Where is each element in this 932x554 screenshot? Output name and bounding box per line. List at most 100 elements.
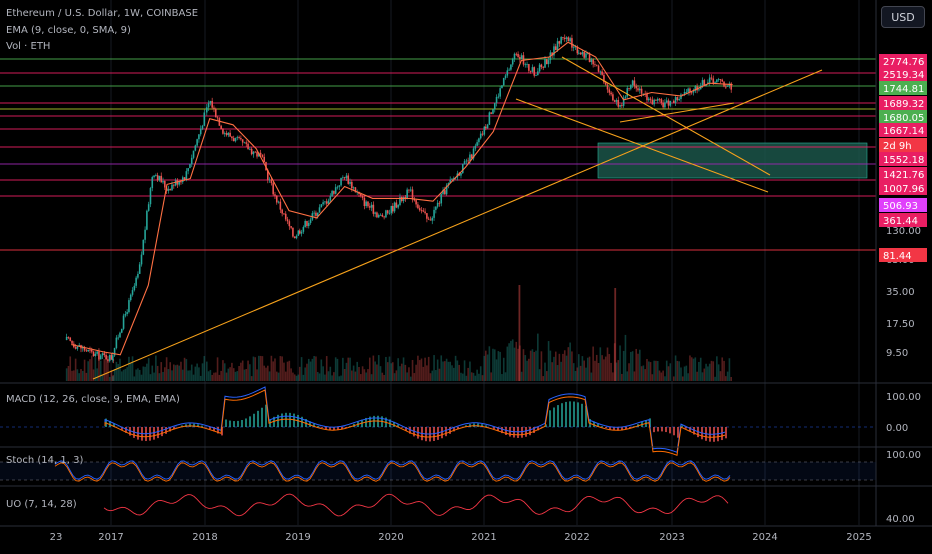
volume-bar bbox=[116, 362, 118, 381]
candle-body bbox=[437, 203, 439, 207]
volume-bar bbox=[569, 343, 571, 381]
volume-bar bbox=[313, 356, 315, 381]
candle-body bbox=[68, 337, 70, 338]
candle-body bbox=[494, 103, 496, 109]
volume-bar bbox=[426, 365, 428, 381]
volume-bar bbox=[306, 364, 308, 381]
volume-bar bbox=[365, 373, 367, 381]
volume-bar bbox=[403, 357, 405, 381]
macd-histogram-bar bbox=[157, 427, 159, 438]
candle-body bbox=[466, 161, 468, 162]
volume-bar bbox=[265, 368, 267, 381]
candle-body bbox=[313, 213, 315, 214]
candle-body bbox=[657, 99, 659, 101]
volume-bar bbox=[662, 371, 664, 381]
volume-bar bbox=[460, 373, 462, 381]
volume-bar bbox=[396, 370, 398, 381]
macd-histogram-bar bbox=[241, 420, 243, 427]
macd-histogram-bar bbox=[281, 413, 283, 427]
candle-body bbox=[702, 80, 704, 85]
volume-bar bbox=[478, 374, 480, 381]
candle-body bbox=[280, 202, 282, 210]
candle-body bbox=[521, 55, 523, 59]
volume-bar bbox=[635, 349, 637, 381]
candle-body bbox=[380, 215, 382, 216]
candle-body bbox=[242, 139, 244, 142]
volume-bar bbox=[274, 358, 276, 381]
candle-body bbox=[349, 182, 351, 184]
candle-body bbox=[186, 171, 188, 180]
candle-body bbox=[711, 78, 713, 79]
candle-body bbox=[467, 161, 469, 162]
macd-histogram-bar bbox=[449, 427, 451, 434]
candle-body bbox=[315, 213, 317, 216]
candle-body bbox=[228, 133, 230, 135]
candle-body bbox=[98, 352, 100, 360]
candle-body bbox=[612, 94, 614, 100]
candle-body bbox=[661, 99, 663, 102]
candle-body bbox=[414, 200, 416, 201]
volume-bar bbox=[503, 358, 505, 381]
volume-bar bbox=[591, 373, 593, 381]
volume-bar bbox=[510, 341, 512, 381]
candle-body bbox=[217, 117, 219, 118]
volume-bar bbox=[193, 375, 195, 381]
candle-body bbox=[424, 212, 426, 214]
macd-histogram-bar bbox=[657, 427, 659, 431]
candle-body bbox=[296, 236, 298, 238]
volume-bar bbox=[480, 366, 482, 381]
volume-bar bbox=[299, 367, 301, 381]
volume-bar bbox=[187, 371, 189, 381]
volume-bar bbox=[178, 366, 180, 381]
volume-bar bbox=[664, 376, 666, 381]
macd-histogram-bar bbox=[517, 427, 519, 438]
macd-histogram-bar bbox=[237, 421, 239, 427]
candle-body bbox=[524, 64, 526, 65]
candle-body bbox=[433, 210, 435, 218]
trendline bbox=[620, 103, 734, 122]
candle-body bbox=[89, 350, 91, 351]
candle-body bbox=[274, 194, 276, 195]
volume-bar bbox=[204, 356, 206, 381]
volume-bar bbox=[249, 364, 251, 381]
volume-bar bbox=[458, 365, 460, 381]
volume-bar bbox=[162, 372, 164, 381]
volume-bar bbox=[215, 372, 217, 381]
volume-bar bbox=[559, 354, 561, 381]
candle-body bbox=[686, 92, 688, 93]
price-badge-label: 1744.81 bbox=[883, 84, 924, 95]
volume-bar bbox=[670, 363, 672, 381]
candle-body bbox=[360, 194, 362, 196]
candle-body bbox=[406, 190, 408, 199]
volume-bar bbox=[703, 369, 705, 381]
ema-layer bbox=[71, 42, 732, 355]
volume-bar bbox=[164, 367, 166, 381]
volume-bar bbox=[626, 371, 628, 381]
candle-body bbox=[219, 118, 221, 126]
currency-button[interactable]: USD bbox=[881, 6, 925, 28]
volume-bar bbox=[684, 367, 686, 381]
candle-body bbox=[571, 38, 573, 48]
candle-body bbox=[410, 190, 412, 191]
macd-histogram-bar bbox=[509, 427, 511, 437]
candle-body bbox=[505, 76, 507, 78]
volume-bar bbox=[353, 366, 355, 381]
candle-body bbox=[430, 220, 432, 221]
candle-body bbox=[338, 185, 340, 186]
candle-body bbox=[614, 100, 616, 101]
volume-bar bbox=[435, 370, 437, 381]
volume-bar bbox=[541, 351, 543, 381]
volume-bar bbox=[464, 360, 466, 381]
volume-bar bbox=[557, 365, 559, 381]
volume-bar bbox=[451, 365, 453, 381]
candle-body bbox=[153, 176, 155, 178]
volume-bar bbox=[492, 349, 494, 381]
candle-body bbox=[444, 190, 446, 194]
volume-bar bbox=[128, 357, 130, 381]
macd-histogram-bar bbox=[605, 427, 607, 428]
x-axis-label: 23 bbox=[50, 532, 63, 543]
volume-bar bbox=[364, 369, 366, 381]
macd-histogram-bar bbox=[573, 402, 575, 427]
